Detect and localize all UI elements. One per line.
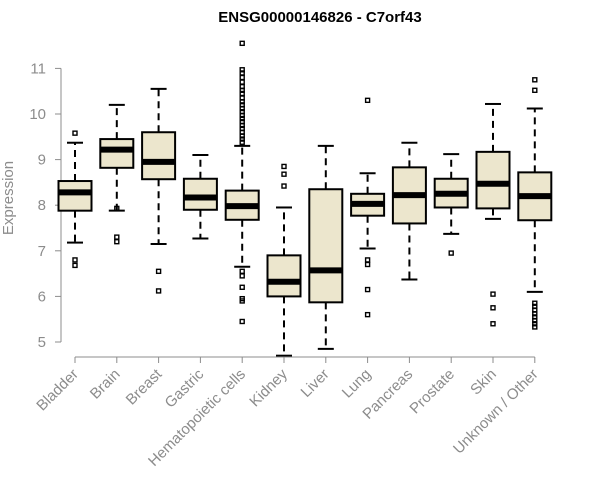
- outlier-point: [364, 97, 371, 104]
- box-hematopoietic-cells: [224, 40, 260, 325]
- outlier-point: [114, 238, 120, 245]
- outlier-point: [239, 112, 245, 119]
- box-unknown-other: [517, 77, 553, 330]
- y-tick-label: 10: [29, 106, 46, 123]
- outlier-point: [281, 183, 287, 189]
- outlier-point: [239, 273, 245, 279]
- chart-title: ENSG00000146826 - C7orf43: [218, 9, 421, 26]
- iqr-box: [99, 138, 135, 169]
- box-liver: [308, 144, 344, 350]
- x-tick-label: Kidney: [246, 365, 291, 410]
- iqr-box: [266, 254, 302, 298]
- y-axis: 5 6 7 8 9 10 11: [29, 60, 62, 351]
- outlier-point: [155, 288, 162, 294]
- outlier-point: [72, 262, 78, 269]
- outlier-point: [364, 286, 371, 293]
- outlier-point: [114, 205, 120, 212]
- box-bladder: [57, 130, 93, 269]
- outlier-point: [239, 105, 245, 112]
- outlier-point: [532, 87, 538, 93]
- x-tick-label: Prostate: [406, 366, 458, 418]
- outlier-point: [448, 250, 454, 256]
- y-tick-label: 6: [38, 288, 46, 305]
- outlier-point: [239, 98, 245, 105]
- box-prostate: [433, 153, 469, 256]
- y-tick-label: 8: [38, 197, 46, 214]
- x-tick-label: Bladder: [33, 366, 82, 415]
- x-tick-label: Skin: [467, 366, 500, 399]
- outlier-point: [281, 163, 287, 170]
- outlier-point: [239, 268, 245, 275]
- outlier-point: [239, 139, 245, 145]
- box-pancreas: [391, 141, 427, 281]
- outlier-point: [239, 115, 245, 122]
- box-lung: [350, 97, 386, 318]
- outlier-point: [532, 300, 538, 306]
- outlier-point: [239, 133, 245, 139]
- iqr-box: [57, 180, 93, 212]
- outlier-point: [239, 90, 245, 97]
- x-tick-label: Liver: [298, 366, 333, 401]
- y-tick-label: 9: [38, 152, 46, 169]
- outlier-point: [490, 305, 496, 311]
- outlier-point: [281, 171, 287, 177]
- outlier-point: [532, 321, 538, 327]
- iqr-box: [475, 150, 511, 210]
- outlier-point: [155, 268, 162, 275]
- box-breast: [141, 87, 177, 294]
- outlier-point: [239, 74, 245, 81]
- iqr-box: [182, 177, 218, 211]
- outlier-point: [490, 291, 496, 297]
- outlier-point: [239, 122, 245, 129]
- x-tick-label: Lung: [339, 366, 375, 402]
- outlier-point: [239, 40, 245, 47]
- outlier-point: [490, 321, 496, 327]
- x-tick-label: Brain: [87, 366, 124, 403]
- box-gastric: [182, 154, 218, 240]
- outlier-point: [72, 130, 78, 136]
- box-brain: [99, 103, 135, 245]
- outlier-point: [239, 70, 245, 76]
- outlier-point: [532, 311, 538, 317]
- iqr-box: [308, 188, 344, 304]
- outlier-point: [239, 298, 245, 304]
- y-tick-label: 7: [38, 243, 46, 260]
- outlier-point: [239, 136, 245, 142]
- outlier-point: [239, 318, 245, 325]
- outlier-point: [532, 77, 538, 83]
- box-skin: [475, 102, 511, 327]
- y-tick-label: 11: [30, 60, 46, 77]
- plot-area: [57, 40, 553, 357]
- outlier-point: [72, 257, 78, 263]
- outlier-point: [364, 257, 371, 263]
- outlier-point: [364, 311, 371, 318]
- outlier-point: [239, 67, 245, 73]
- outlier-point: [532, 324, 538, 330]
- iqr-box: [141, 131, 177, 181]
- outlier-point: [239, 87, 245, 93]
- outlier-point: [364, 261, 371, 268]
- outlier-point: [239, 79, 245, 85]
- box-kidney: [266, 163, 302, 357]
- outlier-point: [239, 284, 245, 290]
- outlier-point: [532, 317, 538, 324]
- y-tick-label: 5: [38, 334, 46, 351]
- x-tick-label: Breast: [123, 365, 166, 408]
- outlier-point: [114, 234, 120, 240]
- y-axis-title: Expression: [0, 161, 17, 235]
